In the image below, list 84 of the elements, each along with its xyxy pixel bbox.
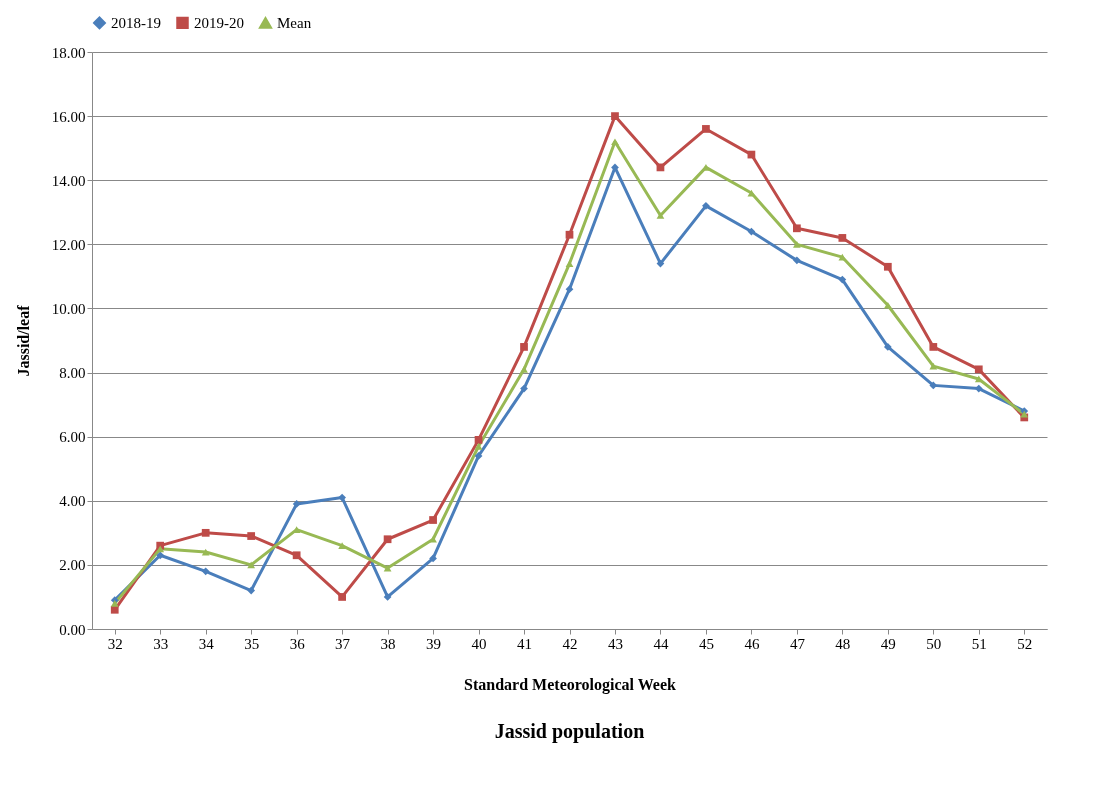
- point: [247, 586, 256, 595]
- point: [429, 535, 437, 543]
- x-axis-title: Standard Meteorological Week: [464, 675, 677, 694]
- x-tick-label: 52: [1017, 635, 1033, 652]
- point: [110, 600, 119, 607]
- x-tick-label: 49: [880, 635, 896, 652]
- point: [702, 125, 710, 133]
- point: [247, 532, 256, 540]
- text: Jassid population: [494, 720, 645, 743]
- y-axis-title: Jassid/leaf: [14, 304, 32, 377]
- point: [429, 554, 437, 563]
- point: [201, 528, 210, 537]
- point: [656, 259, 665, 268]
- point: [429, 516, 437, 524]
- x-tick-label: 51: [971, 635, 987, 652]
- x-tick-label: 40: [471, 635, 487, 652]
- point: [156, 545, 165, 553]
- x-tick-label: 38: [380, 635, 396, 652]
- point: [656, 212, 665, 219]
- point: [474, 436, 483, 444]
- x-tick-label: 33: [153, 635, 169, 652]
- point: [702, 164, 710, 171]
- point: [883, 262, 892, 271]
- x-tick-label: 41: [517, 635, 533, 652]
- point: [292, 551, 301, 560]
- y-tick-label: 6.00: [59, 429, 86, 446]
- y-tick-label: 8.00: [59, 365, 86, 382]
- x-tick-label: 50: [926, 635, 942, 652]
- point: [883, 301, 892, 309]
- y-tick-label: 12.00: [51, 236, 86, 253]
- point: [520, 343, 528, 351]
- point: [611, 138, 619, 146]
- legend-label: 2019-20: [194, 14, 244, 31]
- y-tick-label: 16.00: [51, 108, 86, 125]
- x-tick-label: 46: [744, 635, 760, 652]
- point: [383, 535, 392, 544]
- x-tick-label: 37: [335, 635, 351, 652]
- point: [974, 384, 983, 393]
- point: [201, 567, 210, 576]
- x-tick-label: 48: [835, 635, 851, 652]
- point: [565, 285, 574, 294]
- x-tick-label: 43: [607, 635, 623, 652]
- point: [838, 253, 847, 261]
- point: [702, 201, 710, 210]
- x-tick-label: 39: [426, 635, 442, 652]
- point: [338, 593, 346, 601]
- point: [929, 381, 938, 390]
- point: [929, 343, 938, 351]
- point: [838, 234, 847, 242]
- y-tick-label: 4.00: [59, 493, 86, 510]
- point: [520, 366, 528, 373]
- point: [383, 593, 392, 601]
- point: [611, 112, 619, 120]
- x-tick-label: 36: [289, 635, 306, 652]
- x-tick-label: 32: [107, 635, 123, 652]
- point: [974, 365, 983, 374]
- y-tick-label: 14.00: [51, 172, 86, 189]
- point: [247, 561, 256, 569]
- point: [565, 230, 574, 239]
- y-tick-label: 10.00: [51, 300, 86, 317]
- point: [793, 224, 801, 233]
- point: [474, 442, 483, 450]
- y-tick-label: 18.00: [51, 44, 86, 61]
- x-tick-label: 35: [244, 635, 260, 652]
- point: [156, 551, 165, 560]
- y-tick-label: 2.00: [59, 557, 86, 574]
- point: [793, 256, 801, 265]
- legend-label: Mean: [277, 15, 312, 32]
- x-tick-label: 44: [653, 635, 669, 652]
- legend-label: 2018-19: [111, 14, 161, 31]
- point: [520, 384, 528, 393]
- point: [793, 240, 801, 248]
- point: [565, 260, 574, 267]
- point: [474, 452, 483, 460]
- point: [838, 275, 847, 284]
- point: [883, 343, 892, 351]
- x-tick-label: 45: [698, 635, 714, 652]
- x-tick-label: 42: [562, 635, 578, 652]
- point: [292, 500, 301, 508]
- x-tick-label: 47: [789, 635, 806, 652]
- x-tick-label: 34: [198, 635, 215, 652]
- point: [338, 542, 346, 550]
- y-tick-label: 0.00: [59, 621, 86, 638]
- point: [338, 493, 346, 502]
